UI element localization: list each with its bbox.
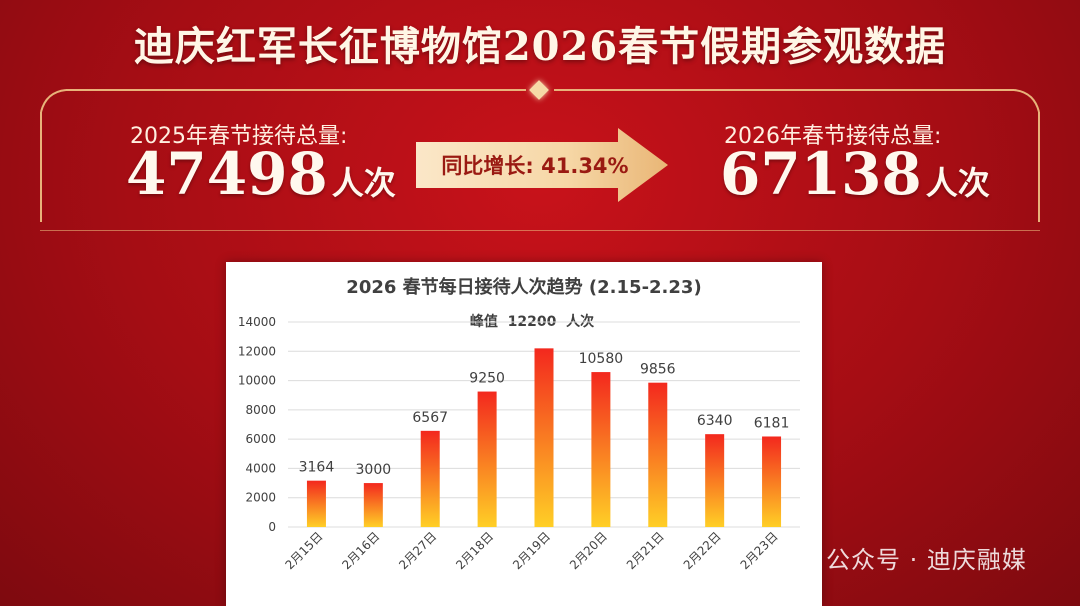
bar (705, 434, 725, 527)
bar (762, 436, 782, 527)
page-title: 迪庆红军长征博物馆2026春节假期参观数据 (133, 23, 947, 70)
stat-2026-unit: 人次 (925, 164, 990, 202)
growth-arrow-icon (416, 128, 668, 202)
stat-2026-value: 67138 (720, 140, 922, 208)
bar (306, 480, 326, 527)
daily-visitors-bar-chart: 2026 春节每日接待人次趋势 (2.15-2.23) 峰值 12200 人次 … (238, 276, 800, 572)
bar (420, 430, 440, 527)
frame-left (40, 112, 42, 222)
x-tick-label: 2月27日 (396, 529, 439, 572)
x-tick-label: 2月20日 (567, 529, 610, 572)
bar-value-label: 9856 (640, 362, 676, 378)
stat-2025-value: 47498 (126, 140, 328, 208)
x-tick-label: 2月16日 (339, 529, 382, 572)
x-tick-label: 2月15日 (282, 529, 325, 572)
growth-rate-label: 同比增长: 41.34% (441, 154, 629, 178)
frame-right (1038, 112, 1040, 222)
stat-2025-unit: 人次 (331, 164, 396, 202)
x-tick-label: 2月21日 (624, 529, 667, 572)
y-tick-label: 4000 (245, 461, 276, 475)
frame-top-left (66, 89, 526, 91)
x-tick-label: 2月22日 (681, 529, 724, 572)
stat-2026-row: 67138 人次 (720, 140, 990, 208)
bar (363, 483, 383, 527)
bar-value-label: 6340 (697, 413, 733, 429)
stat-2025-row: 47498 人次 (126, 140, 396, 208)
bar-value-label: 6181 (754, 415, 790, 431)
frame-corners (40, 89, 1040, 113)
bar-value-label: 3164 (299, 460, 335, 476)
frame-top-right (554, 89, 1014, 91)
bar (534, 348, 554, 527)
bar-value-label: 6567 (412, 410, 448, 426)
x-tick-label: 2月18日 (453, 529, 496, 572)
y-tick-label: 12000 (238, 344, 276, 358)
bar-value-label: 10580 (579, 351, 624, 367)
y-tick-label: 8000 (245, 403, 276, 417)
y-tick-label: 6000 (245, 432, 276, 446)
watermark-text: 公众号 · 迪庆融媒 (826, 546, 1027, 574)
bar-value-label: 9250 (469, 371, 505, 387)
chart-card: 2026 春节每日接待人次趋势 (2.15-2.23) 峰值 12200 人次 … (226, 262, 822, 606)
stat-2026-label: 2026年春节接待总量: (724, 124, 942, 149)
y-tick-label: 0 (268, 520, 276, 534)
bar (591, 372, 611, 527)
y-tick-label: 14000 (238, 315, 276, 329)
x-tick-label: 2月23日 (738, 529, 781, 572)
bar (477, 391, 497, 527)
x-tick-label: 2月19日 (510, 529, 553, 572)
stat-2025-label: 2025年春节接待总量: (130, 124, 348, 149)
y-tick-label: 10000 (238, 374, 276, 388)
bar (648, 382, 668, 527)
bar-value-label: 3000 (356, 462, 392, 478)
y-tick-label: 2000 (245, 491, 276, 505)
chart-title: 2026 春节每日接待人次趋势 (2.15-2.23) (346, 276, 701, 298)
frame-bottom (40, 230, 1040, 231)
